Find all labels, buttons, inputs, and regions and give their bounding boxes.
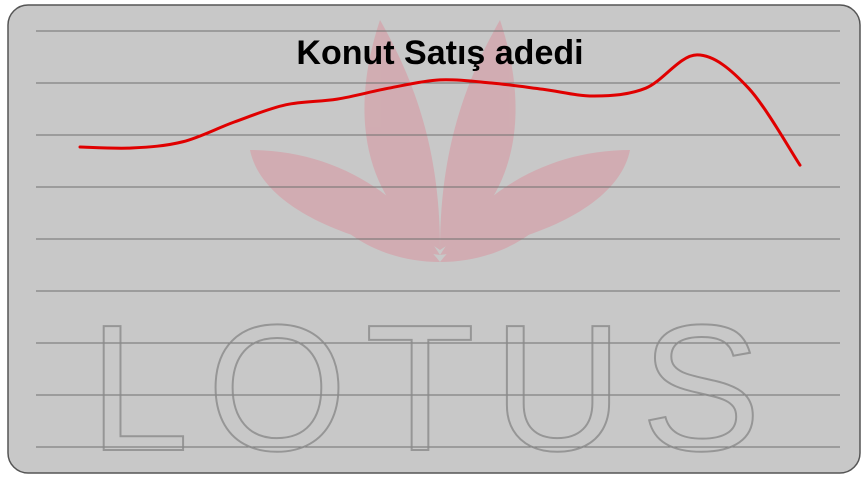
line-series: [78, 53, 802, 167]
watermark: LOTUS: [89, 288, 779, 479]
chart-title: Konut Satış adedi: [296, 34, 583, 72]
grid: [36, 30, 840, 448]
